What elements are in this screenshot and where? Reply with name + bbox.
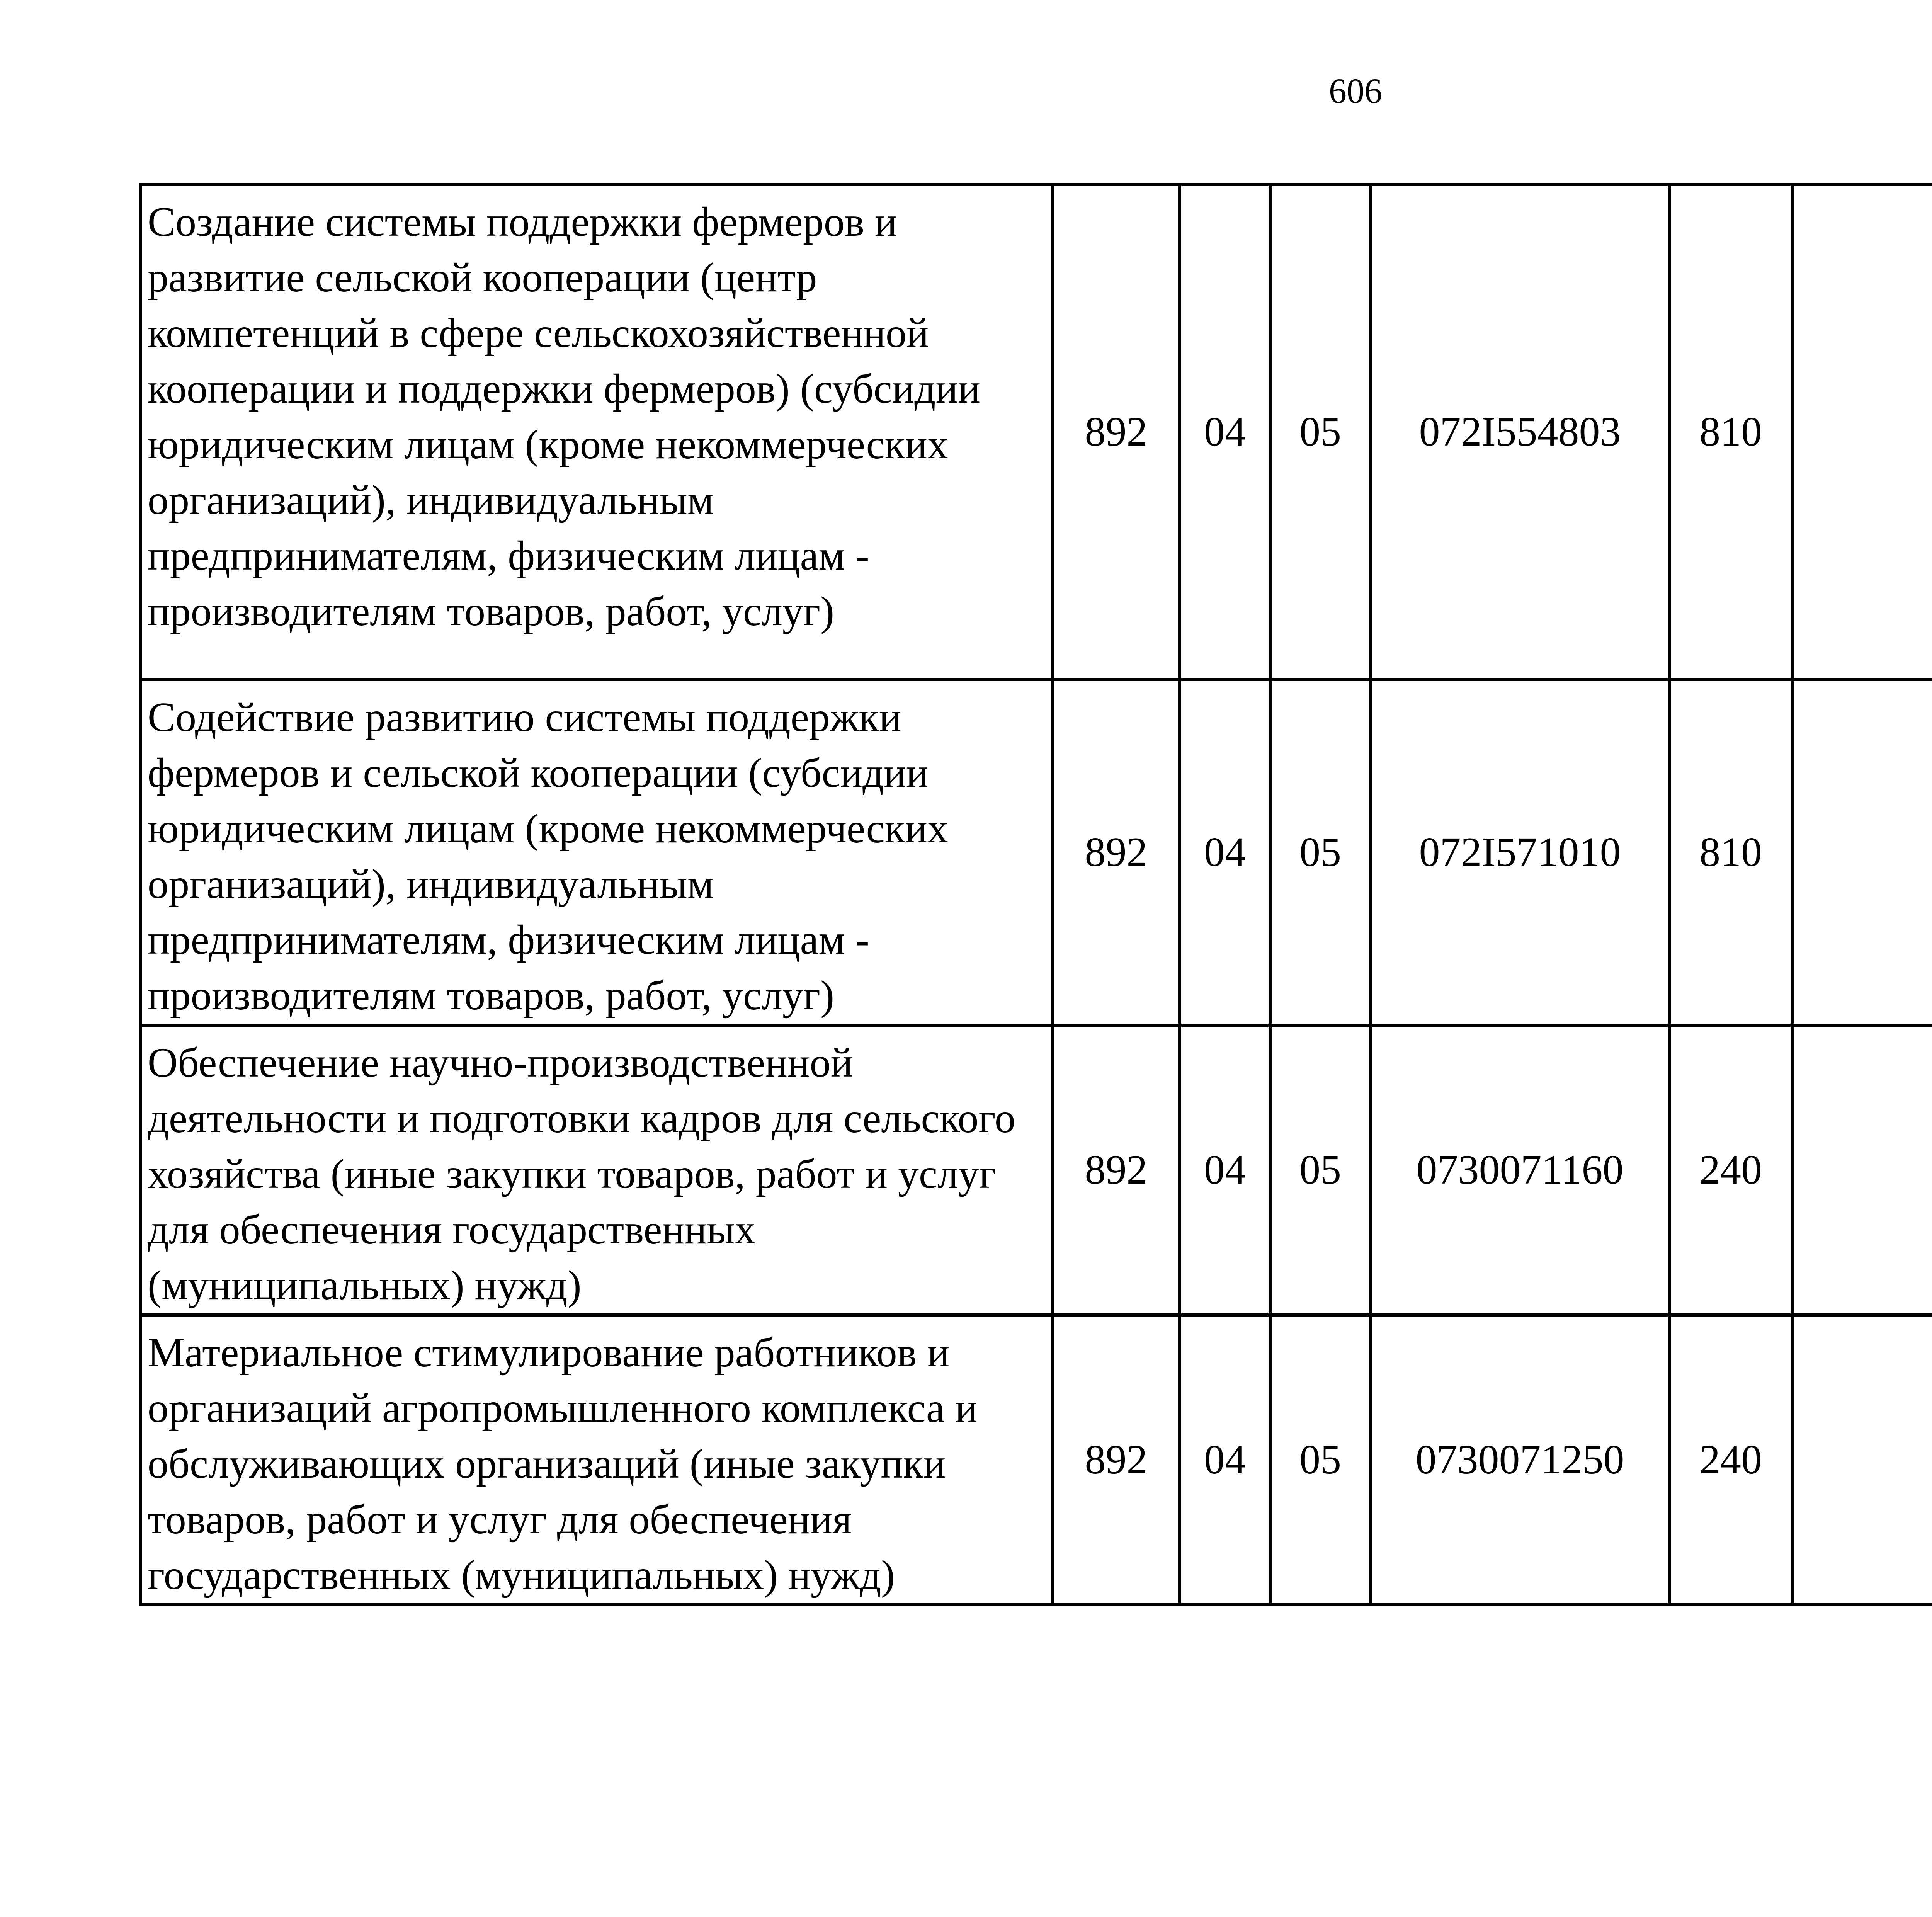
cell-activity-name: Содействие развитию системы поддержки фе… bbox=[139, 678, 1054, 1027]
cell-grbs: 892 bbox=[1051, 1313, 1181, 1606]
budget-table: Создание системы поддержки фермеров и ра… bbox=[139, 183, 1932, 1606]
cell-amount-year1: 3580,0 bbox=[1791, 678, 1932, 1027]
cell-subsection: 05 bbox=[1269, 183, 1372, 681]
cell-activity-name: Создание системы поддержки фермеров и ра… bbox=[139, 183, 1054, 681]
cell-section: 04 bbox=[1178, 1313, 1272, 1606]
cell-expense-type: 240 bbox=[1668, 1024, 1794, 1317]
table-row: Обеспечение научно-производственной деят… bbox=[139, 1024, 1932, 1317]
cell-section: 04 bbox=[1178, 1024, 1272, 1317]
cell-target-item: 0730071160 bbox=[1369, 1024, 1671, 1317]
table-row: Содействие развитию системы поддержки фе… bbox=[139, 678, 1932, 1027]
cell-expense-type: 240 bbox=[1668, 1313, 1794, 1606]
cell-subsection: 05 bbox=[1269, 1024, 1372, 1317]
cell-target-item: 072I554803 bbox=[1369, 183, 1671, 681]
cell-subsection: 05 bbox=[1269, 678, 1372, 1027]
cell-target-item: 072I571010 bbox=[1369, 678, 1671, 1027]
cell-activity-name: Материальное стимулирование работников и… bbox=[139, 1313, 1054, 1606]
cell-section: 04 bbox=[1178, 678, 1272, 1027]
table-row: Создание системы поддержки фермеров и ра… bbox=[139, 183, 1932, 681]
cell-target-item: 0730071250 bbox=[1369, 1313, 1671, 1606]
page-number: 606 bbox=[1329, 71, 1382, 111]
cell-expense-type: 810 bbox=[1668, 678, 1794, 1027]
cell-activity-name: Обеспечение научно-производственной деят… bbox=[139, 1024, 1054, 1317]
cell-amount-year1: 2474,2 bbox=[1791, 183, 1932, 681]
cell-amount-year1: 500,0 bbox=[1791, 1313, 1932, 1606]
cell-amount-year1: 800,0 bbox=[1791, 1024, 1932, 1317]
table-row: Материальное стимулирование работников и… bbox=[139, 1313, 1932, 1606]
cell-subsection: 05 bbox=[1269, 1313, 1372, 1606]
cell-grbs: 892 bbox=[1051, 1024, 1181, 1317]
cell-grbs: 892 bbox=[1051, 183, 1181, 681]
cell-grbs: 892 bbox=[1051, 678, 1181, 1027]
cell-section: 04 bbox=[1178, 183, 1272, 681]
cell-expense-type: 810 bbox=[1668, 183, 1794, 681]
